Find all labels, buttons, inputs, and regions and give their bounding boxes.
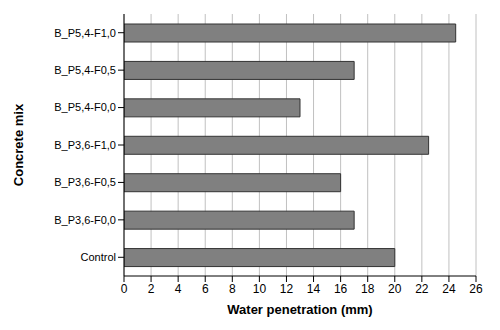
svg-text:Control: Control (81, 251, 116, 263)
svg-text:24: 24 (442, 282, 456, 296)
svg-text:10: 10 (253, 282, 267, 296)
svg-text:20: 20 (388, 282, 402, 296)
svg-text:Concrete mix: Concrete mix (11, 103, 26, 186)
svg-text:8: 8 (229, 282, 236, 296)
svg-text:2: 2 (148, 282, 155, 296)
svg-text:14: 14 (307, 282, 321, 296)
svg-text:B_P5,4-F0,0: B_P5,4-F0,0 (54, 101, 116, 113)
svg-text:Water penetration (mm): Water penetration (mm) (227, 302, 372, 317)
svg-text:4: 4 (175, 282, 182, 296)
svg-text:B_P3,6-F0,0: B_P3,6-F0,0 (54, 214, 116, 226)
svg-text:12: 12 (280, 282, 294, 296)
svg-text:26: 26 (469, 282, 483, 296)
svg-text:18: 18 (361, 282, 375, 296)
svg-text:B_P5,4-F1,0: B_P5,4-F1,0 (54, 27, 116, 39)
svg-text:6: 6 (202, 282, 209, 296)
svg-text:22: 22 (415, 282, 429, 296)
svg-text:B_P5,4-F0,5: B_P5,4-F0,5 (54, 64, 116, 76)
svg-text:B_P3,6-F1,0: B_P3,6-F1,0 (54, 139, 116, 151)
svg-text:16: 16 (334, 282, 348, 296)
svg-text:B_P3,6-F0,5: B_P3,6-F0,5 (54, 176, 116, 188)
svg-text:0: 0 (121, 282, 128, 296)
